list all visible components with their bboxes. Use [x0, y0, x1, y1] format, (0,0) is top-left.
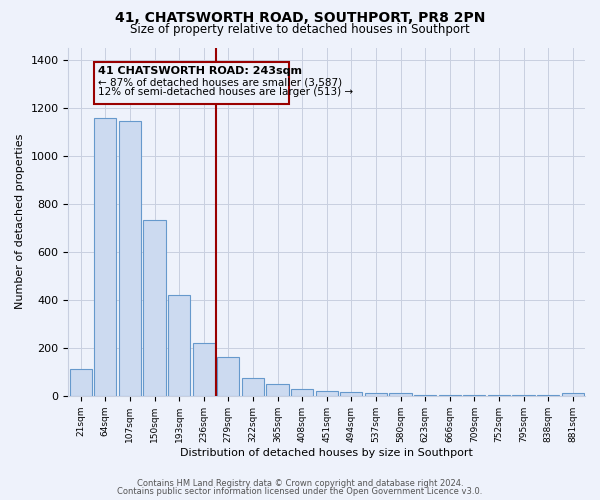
Bar — [70, 370, 92, 396]
Text: 41, CHATSWORTH ROAD, SOUTHPORT, PR8 2PN: 41, CHATSWORTH ROAD, SOUTHPORT, PR8 2PN — [115, 11, 485, 25]
Bar — [242, 378, 264, 396]
Bar — [119, 121, 141, 396]
Bar — [291, 388, 313, 396]
FancyBboxPatch shape — [94, 62, 289, 104]
Bar — [193, 343, 215, 396]
Bar — [94, 118, 116, 396]
Bar — [389, 394, 412, 396]
Y-axis label: Number of detached properties: Number of detached properties — [15, 134, 25, 310]
Bar — [316, 391, 338, 396]
Text: 41 CHATSWORTH ROAD: 243sqm: 41 CHATSWORTH ROAD: 243sqm — [98, 66, 302, 76]
Bar — [463, 395, 485, 396]
Bar — [217, 358, 239, 396]
Bar — [439, 394, 461, 396]
Bar — [143, 220, 166, 396]
Bar — [168, 295, 190, 396]
Bar — [340, 392, 362, 396]
Text: Size of property relative to detached houses in Southport: Size of property relative to detached ho… — [130, 22, 470, 36]
Bar — [266, 384, 289, 396]
Text: Contains public sector information licensed under the Open Government Licence v3: Contains public sector information licen… — [118, 487, 482, 496]
X-axis label: Distribution of detached houses by size in Southport: Distribution of detached houses by size … — [180, 448, 473, 458]
Bar — [365, 394, 387, 396]
Text: ← 87% of detached houses are smaller (3,587): ← 87% of detached houses are smaller (3,… — [98, 78, 342, 88]
Text: Contains HM Land Registry data © Crown copyright and database right 2024.: Contains HM Land Registry data © Crown c… — [137, 479, 463, 488]
Bar — [562, 394, 584, 396]
Text: 12% of semi-detached houses are larger (513) →: 12% of semi-detached houses are larger (… — [98, 87, 353, 97]
Bar — [414, 394, 436, 396]
